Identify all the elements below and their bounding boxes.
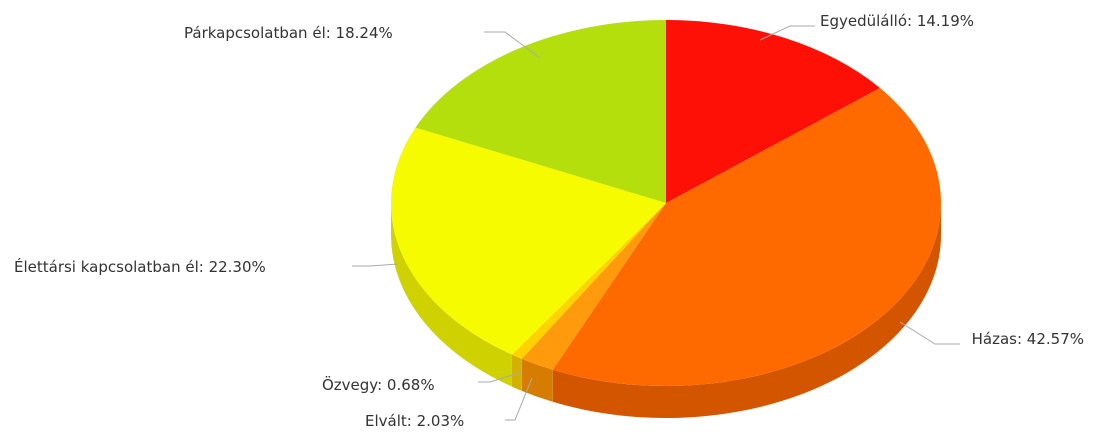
slice-label: Elvált: 2.03%	[365, 412, 464, 430]
pie-top	[391, 20, 941, 386]
pie-slice	[521, 203, 666, 370]
pie-slice-side	[552, 203, 941, 418]
pie-slice	[511, 203, 666, 359]
pie-slice-side	[521, 358, 553, 402]
pie-slice-side	[391, 203, 512, 387]
label-leader-line	[352, 263, 399, 267]
pie-slice	[415, 20, 666, 203]
pie-slice	[391, 127, 666, 355]
label-leader-line	[505, 377, 533, 421]
label-leader-line	[899, 321, 960, 345]
pie-labels: Egyedülálló: 14.19% Házas: 42.57% Elvált: …	[14, 12, 1084, 430]
label-leader-line	[478, 371, 523, 383]
slice-label: Házas: 42.57%	[972, 330, 1084, 348]
pie-slice	[666, 20, 880, 203]
pie-slice	[552, 88, 941, 386]
label-leader-line	[484, 31, 541, 59]
slice-label: Élettársi kapcsolatban él: 22.30%	[14, 257, 266, 276]
pie-sides	[391, 203, 941, 418]
label-leader-line	[759, 25, 815, 41]
slice-label: Párkapcsolatban él: 18.24%	[184, 24, 393, 42]
slice-label: Egyedülálló: 14.19%	[820, 12, 974, 30]
slice-label: Özvegy: 0.68%	[322, 375, 435, 394]
pie-slice-side	[511, 354, 522, 391]
